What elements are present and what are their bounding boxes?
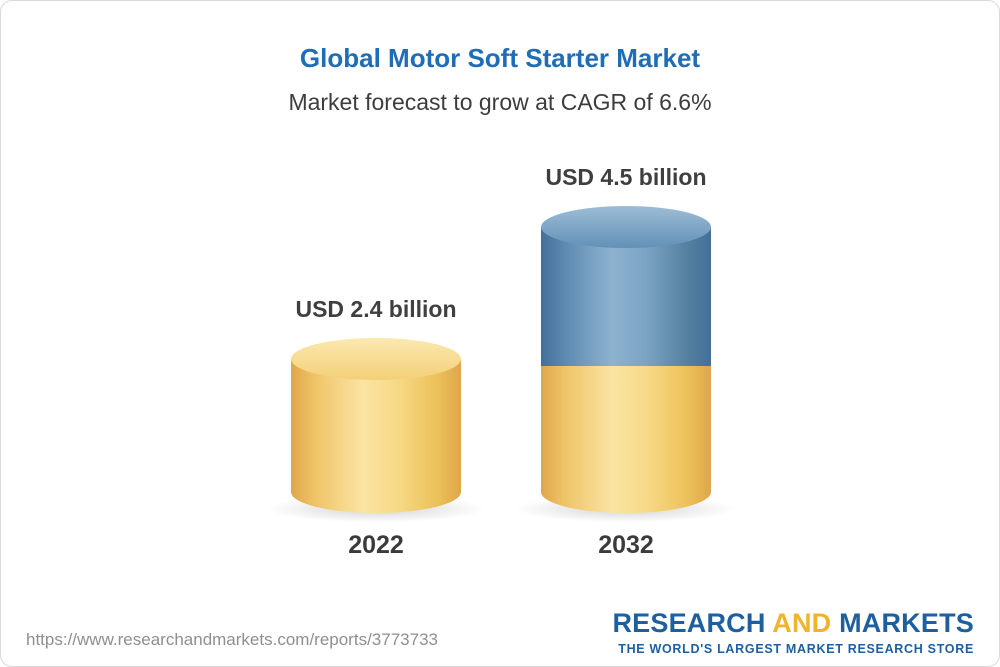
- value-label-2032: USD 4.5 billion: [545, 164, 707, 190]
- bar-2032-lower-segment: [541, 366, 711, 513]
- bar-2022: [291, 338, 461, 513]
- brand-logo-wordmark: RESEARCH AND MARKETS: [612, 608, 974, 639]
- category-label-2022: 2022: [348, 531, 404, 559]
- category-label-2032: 2032: [598, 531, 654, 559]
- brand-word-markets: MARKETS: [839, 608, 974, 638]
- source-url[interactable]: https://www.researchandmarkets.com/repor…: [26, 630, 438, 649]
- value-label-2022: USD 2.4 billion: [295, 296, 457, 322]
- page-title: Global Motor Soft Starter Market: [299, 43, 701, 73]
- brand-logo: RESEARCH AND MARKETS THE WORLD'S LARGEST…: [612, 608, 974, 656]
- brand-tagline: THE WORLD'S LARGEST MARKET RESEARCH STOR…: [618, 642, 974, 656]
- bar-2032-top-cap: [541, 206, 711, 248]
- brand-word-research: RESEARCH: [612, 608, 766, 638]
- bar-2022-top-cap: [291, 338, 461, 380]
- bar-2032-upper-segment: [541, 227, 711, 366]
- bar-2022-body: [291, 359, 461, 513]
- page-subtitle: Market forecast to grow at CAGR of 6.6%: [288, 89, 712, 115]
- bar-2032: [541, 206, 711, 513]
- brand-word-and: AND: [772, 608, 832, 638]
